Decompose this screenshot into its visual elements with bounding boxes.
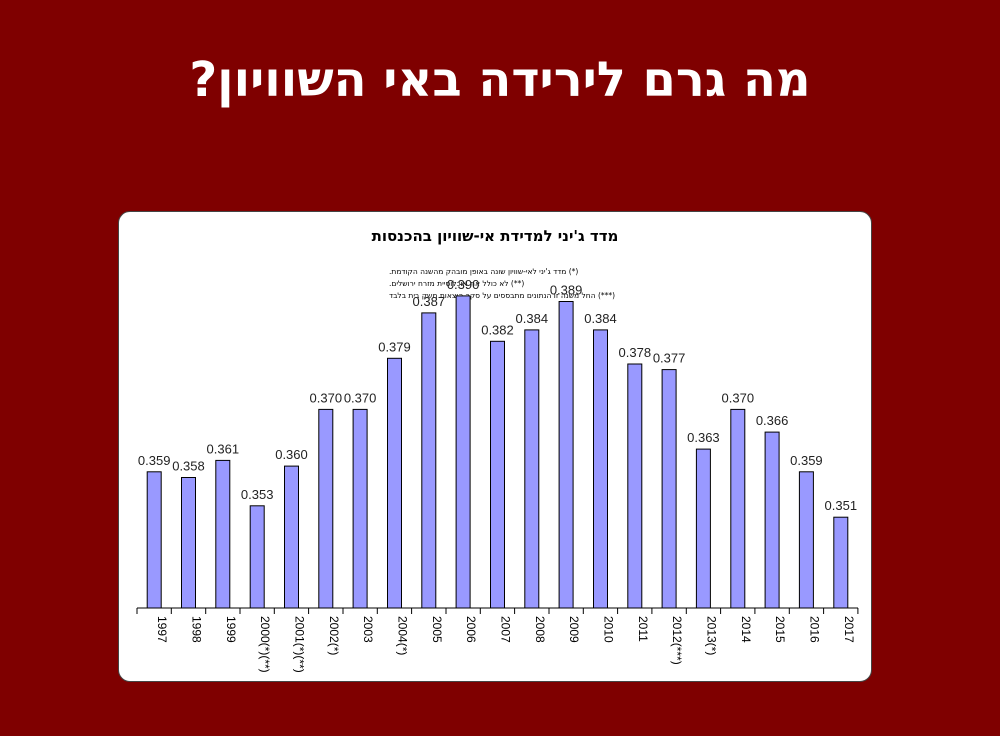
bar-14: [627, 363, 643, 609]
value-label-8: 0.387: [413, 294, 446, 309]
x-tick-label-7: 2004(*): [396, 616, 410, 655]
value-label-0: 0.359: [138, 453, 171, 468]
value-label-2: 0.361: [207, 441, 240, 456]
value-label-12: 0.389: [550, 283, 583, 298]
bar-7: [387, 357, 402, 609]
x-tick-label-18: 2015: [773, 616, 787, 643]
bar-17: [730, 408, 746, 609]
value-label-6: 0.370: [344, 390, 377, 405]
bar-6: [352, 408, 368, 609]
value-label-10: 0.382: [481, 322, 514, 337]
x-tick-label-20: 2017: [842, 616, 856, 643]
x-tick-label-9: 2006: [464, 616, 478, 643]
x-tick-label-4: 2001(*)(**): [293, 616, 307, 673]
x-tick-label-14: 2011: [636, 616, 650, 642]
x-tick-label-13: 2010: [602, 616, 616, 643]
bar-3: [249, 505, 265, 609]
value-label-7: 0.379: [378, 339, 411, 354]
value-label-17: 0.370: [722, 390, 755, 405]
value-label-11: 0.384: [516, 311, 549, 326]
value-label-5: 0.370: [310, 390, 343, 405]
value-label-14: 0.378: [619, 345, 652, 360]
x-tick-label-8: 2005: [430, 616, 444, 643]
bar-4: [284, 465, 299, 609]
x-tick-label-3: 2000(*)(**): [258, 616, 272, 673]
x-tick-label-11: 2008: [533, 616, 547, 643]
x-tick-label-12: 2009: [567, 616, 581, 643]
x-tick-label-5: 2002(*): [327, 616, 341, 655]
bar-9: [455, 295, 471, 609]
value-label-18: 0.366: [756, 413, 789, 428]
value-label-16: 0.363: [687, 430, 720, 445]
chart-note-3: (***) החל משנה זו הנתונים מתבססים על סקר…: [389, 291, 615, 300]
x-tick-label-2: 1999: [224, 616, 238, 643]
value-label-9: 0.390: [447, 277, 480, 292]
x-tick-label-19: 2016: [807, 616, 821, 643]
value-label-4: 0.360: [275, 447, 308, 462]
chart-title: מדד ג'יני למדידת אי-שוויון בהכנסות: [372, 227, 619, 245]
bar-19: [798, 471, 814, 609]
bar-12: [558, 301, 574, 609]
bar-11: [524, 329, 540, 609]
value-label-19: 0.359: [790, 453, 823, 468]
value-label-15: 0.377: [653, 351, 686, 366]
x-tick-label-15: 2012(***): [670, 616, 684, 665]
bar-10: [490, 340, 505, 609]
x-tick-label-16: 2013(*): [704, 616, 718, 655]
x-tick-label-1: 1998: [190, 616, 204, 643]
slide-title: מה גרם לירידה באי השוויון?: [189, 52, 811, 108]
bar-0: [146, 471, 162, 609]
value-label-20: 0.351: [825, 498, 858, 513]
bar-15: [661, 369, 677, 609]
chart-note-1: (*) מדד ג'יני לאי-שוויון שונה באופן מובה…: [389, 267, 578, 276]
bar-1: [181, 477, 196, 609]
x-tick-label-10: 2007: [499, 616, 513, 643]
value-label-13: 0.384: [584, 311, 617, 326]
x-tick-label-6: 2003: [361, 616, 375, 643]
bar-18: [764, 431, 780, 609]
chart-note-2: (**) לא כולל את אוכלוסיית מזרח ירושלים.: [389, 279, 524, 288]
value-label-3: 0.353: [241, 487, 274, 502]
x-ticks-group: 1997 1998 1999 2000(*)(**) 2001(*)(**) 2002(*…: [136, 608, 859, 673]
x-tick-label-0: 1997: [155, 616, 169, 643]
bar-8: [421, 312, 437, 609]
gini-bar-chart: מדד ג'יני למדידת אי-שוויון בהכנסות (*) מ…: [136, 227, 859, 673]
bar-16: [695, 448, 711, 609]
value-label-1: 0.358: [172, 459, 205, 474]
x-tick-label-17: 2014: [739, 616, 753, 643]
bar-13: [593, 329, 608, 609]
bar-5: [318, 408, 334, 609]
chart-panel: מדד ג'יני למדידת אי-שוויון בהכנסות (*) מ…: [118, 211, 872, 682]
bar-2: [215, 459, 231, 609]
bar-20: [833, 516, 849, 609]
